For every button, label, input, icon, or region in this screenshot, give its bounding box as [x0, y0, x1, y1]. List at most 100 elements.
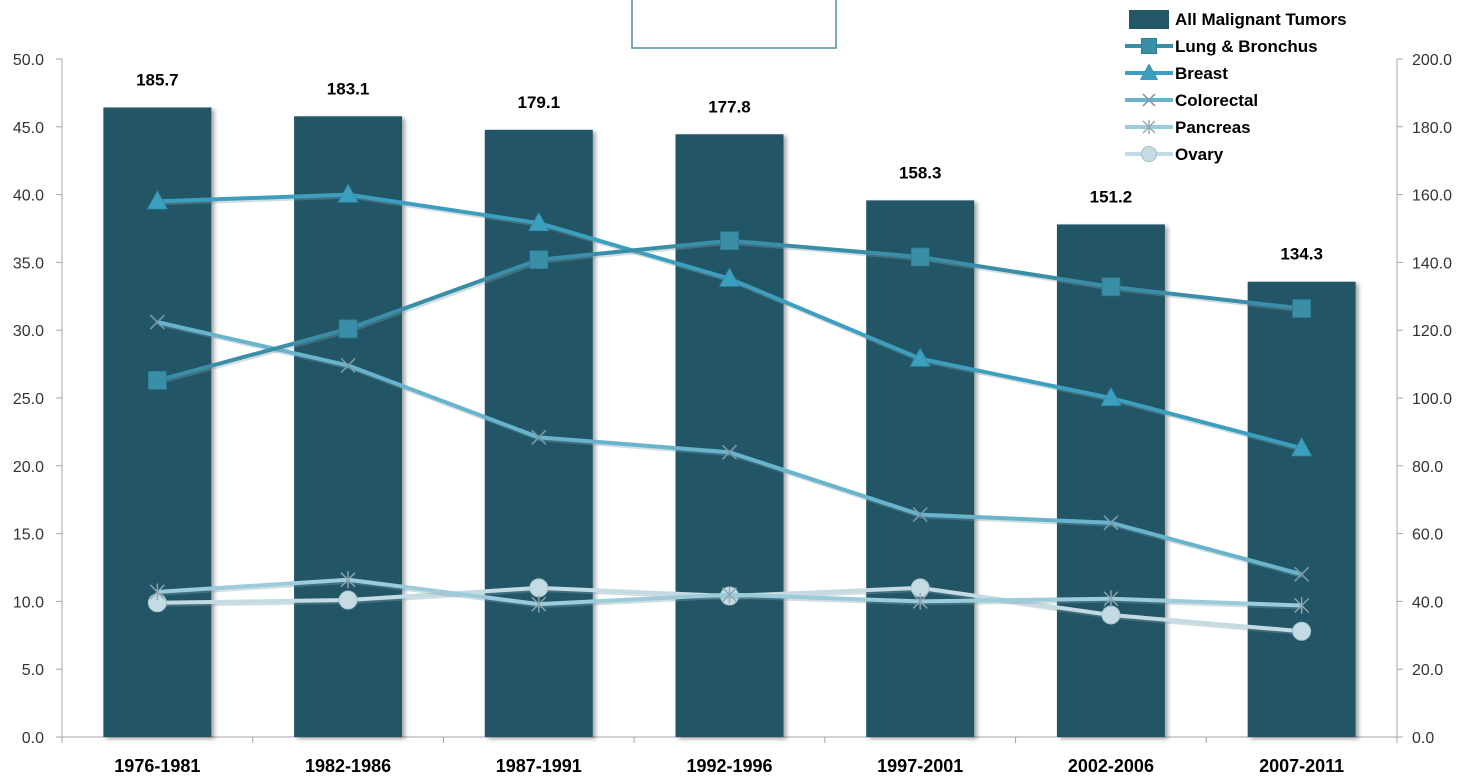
- bar-value-label: 185.7: [136, 70, 179, 89]
- data-point: [149, 314, 165, 330]
- axes: 0.0 5.0 10.0 15.0 20.0 25.0 30.0 35.0 40.0 45.0 50…: [13, 52, 1452, 747]
- legend: All Malignant Tumors Lung & Bronchus Breas…: [1125, 10, 1347, 164]
- data-point: [529, 578, 549, 598]
- data-point: [1294, 566, 1310, 582]
- category-label: 2007-2011: [1259, 756, 1344, 776]
- bar: [103, 107, 212, 738]
- legend-label: Breast: [1175, 64, 1228, 83]
- data-point: [720, 231, 739, 251]
- data-point: [1103, 515, 1119, 531]
- bar: [675, 134, 784, 737]
- legend-item-ovary: Ovary: [1125, 145, 1224, 164]
- category-label: 1982-1986: [305, 756, 391, 776]
- left-tick-label: 35.0: [13, 255, 44, 272]
- data-point: [340, 357, 356, 374]
- data-point: [718, 267, 741, 287]
- data-point: [1101, 277, 1121, 297]
- data-point: [340, 571, 356, 589]
- right-tick-label: 200.0: [1412, 52, 1452, 69]
- bar-value-label: 183.1: [327, 79, 370, 98]
- legend-item-pancreas: Pancreas: [1125, 118, 1251, 137]
- bar-value-label: 179.1: [518, 93, 561, 112]
- category-label: 2002-2006: [1068, 756, 1154, 776]
- bar: [1247, 281, 1356, 737]
- data-point: [912, 507, 928, 523]
- data-point: [1291, 436, 1313, 457]
- legend-label: Colorectal: [1175, 91, 1258, 110]
- data-point: [1101, 605, 1121, 625]
- series-colorectal: [149, 314, 1310, 582]
- left-tick-label: 0.0: [22, 730, 44, 747]
- data-point: [528, 211, 550, 232]
- category-label: 1987-1991: [496, 756, 582, 776]
- data-point: [1100, 386, 1122, 407]
- data-point: [146, 190, 168, 210]
- right-tick-label: 0.0: [1412, 730, 1434, 747]
- legend-swatch: [1129, 10, 1169, 29]
- left-tick-label: 40.0: [13, 188, 44, 205]
- legend-marker: [1140, 37, 1158, 55]
- series-breast: [146, 183, 1313, 457]
- legend-label: Lung & Bronchus: [1175, 37, 1318, 56]
- legend-marker: [1139, 63, 1159, 80]
- category-label: 1997-2001: [877, 756, 963, 776]
- right-tick-label: 80.0: [1412, 459, 1443, 476]
- right-tick-label: 180.0: [1412, 120, 1452, 137]
- legend-item-colorectal: Colorectal: [1125, 91, 1258, 110]
- bar: [1056, 224, 1165, 737]
- data-point: [1294, 597, 1310, 614]
- left-tick-label: 45.0: [13, 120, 44, 137]
- legend-item-breast: Breast: [1125, 63, 1228, 83]
- category-labels: 1976-1981 1982-1986 1987-1991 1992-1996 1997…: [114, 756, 1344, 776]
- legend-label: Pancreas: [1175, 118, 1251, 137]
- legend-marker: [1142, 119, 1156, 135]
- data-point: [149, 583, 165, 601]
- data-point: [1292, 621, 1312, 641]
- data-point: [147, 370, 167, 390]
- legend-item-all-malignant-tumors: All Malignant Tumors: [1129, 10, 1347, 29]
- right-tick-label: 140.0: [1412, 255, 1452, 272]
- legend-label: Ovary: [1175, 145, 1224, 164]
- series-lung-bronchus: [147, 231, 1312, 390]
- left-tick-label: 20.0: [13, 459, 44, 476]
- series-pancreas: [149, 571, 1310, 614]
- lines: [146, 183, 1313, 641]
- bar-value-label: 134.3: [1280, 245, 1323, 264]
- legend-marker: [1140, 145, 1158, 163]
- bar: [866, 200, 975, 737]
- right-tick-label: 60.0: [1412, 527, 1443, 544]
- data-point: [531, 595, 547, 613]
- bar-value-label: 158.3: [899, 163, 942, 182]
- left-tick-label: 25.0: [13, 391, 44, 408]
- left-tick-label: 5.0: [22, 662, 44, 679]
- data-point: [722, 586, 737, 604]
- right-tick-label: 160.0: [1412, 188, 1452, 205]
- right-tick-label: 40.0: [1412, 594, 1443, 611]
- data-point: [338, 319, 358, 339]
- legend-marker: [1142, 93, 1156, 107]
- legend-item-lung-bronchus: Lung & Bronchus: [1125, 37, 1318, 56]
- data-point: [1292, 299, 1312, 318]
- category-label: 1992-1996: [686, 756, 772, 776]
- left-tick-label: 50.0: [13, 52, 44, 69]
- data-point: [338, 590, 358, 610]
- title-box: [631, 0, 837, 49]
- bar-labels: 185.7 183.1 179.1 177.8 158.3 151.2 134.3: [136, 70, 1323, 263]
- left-tick-label: 30.0: [13, 323, 44, 340]
- left-tick-label: 15.0: [13, 527, 44, 544]
- bar: [294, 116, 403, 737]
- left-tick-label: 10.0: [13, 594, 44, 611]
- data-point: [909, 347, 931, 367]
- data-point: [1103, 590, 1119, 608]
- right-tick-label: 100.0: [1412, 391, 1452, 408]
- data-point: [531, 429, 547, 445]
- right-tick-label: 20.0: [1412, 662, 1443, 679]
- right-tick-label: 120.0: [1412, 323, 1452, 340]
- data-point: [721, 444, 738, 460]
- data-point: [912, 593, 928, 610]
- data-point: [910, 247, 930, 267]
- bar-value-label: 177.8: [708, 97, 751, 116]
- bar-value-label: 151.2: [1090, 187, 1133, 206]
- legend-label: All Malignant Tumors: [1175, 10, 1347, 29]
